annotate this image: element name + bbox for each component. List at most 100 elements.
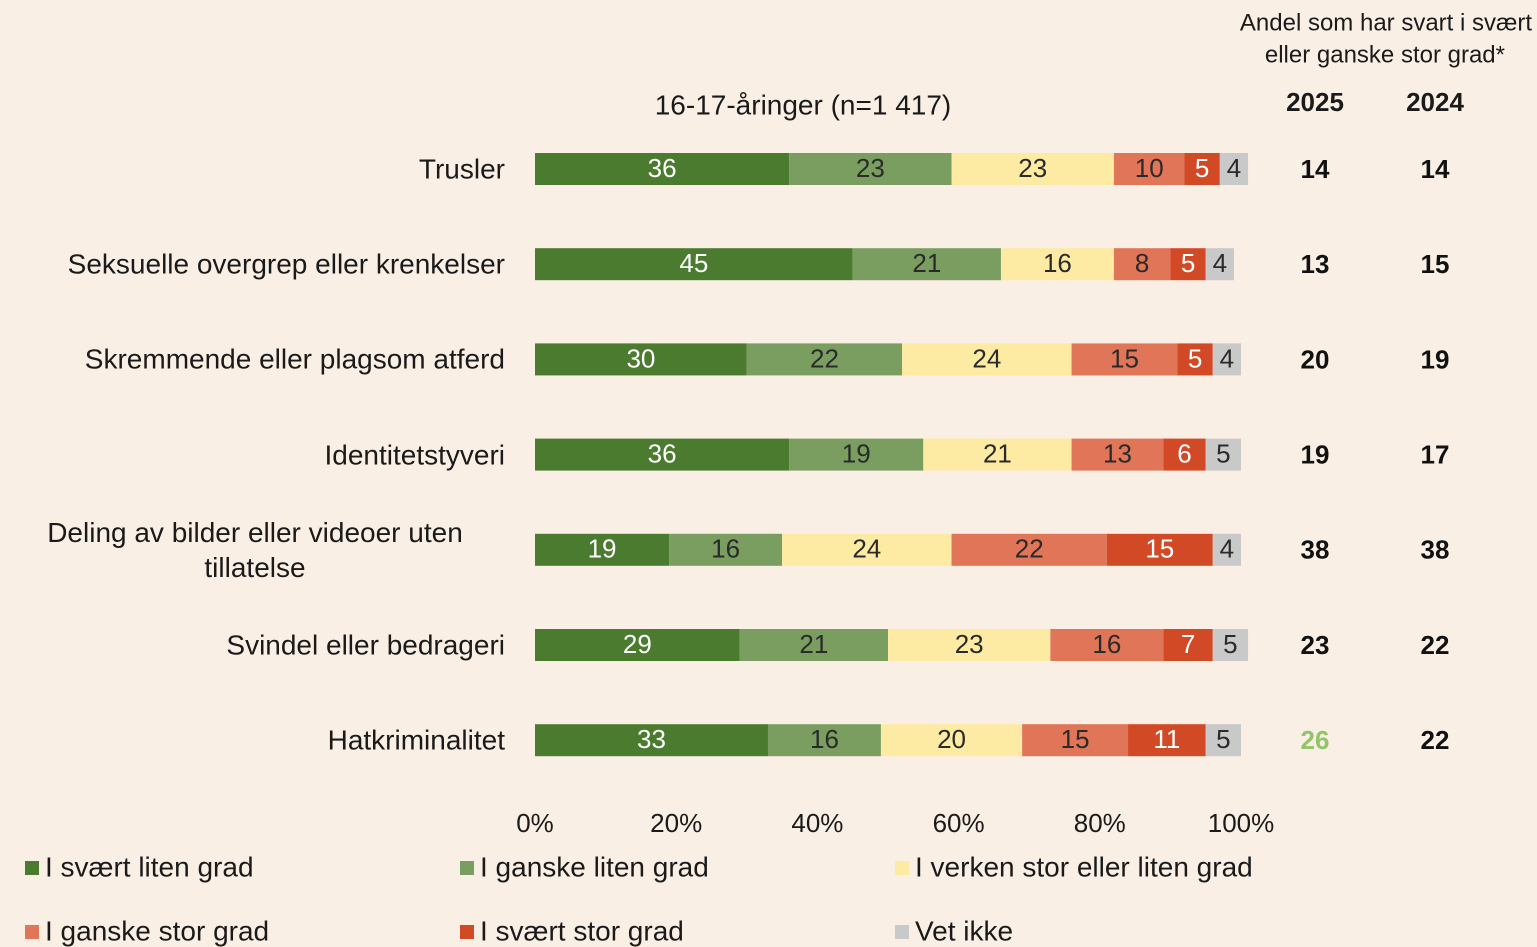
value-label: 5	[1195, 153, 1209, 183]
bar-segment	[535, 724, 768, 757]
x-tick-label: 0%	[516, 808, 554, 838]
category-text: Skremmende eller plagsom atferd	[84, 343, 505, 375]
bar-segment	[1022, 724, 1129, 757]
value-label: 16	[1092, 629, 1121, 659]
column-value: 19	[1421, 344, 1450, 374]
bar-segment	[951, 533, 1107, 566]
bar-segment	[1212, 533, 1241, 566]
legend-swatch	[460, 925, 474, 939]
column-header: 2024	[1406, 87, 1464, 117]
column-value: 17	[1421, 439, 1450, 469]
value-label: 23	[1018, 153, 1047, 183]
value-label: 4	[1227, 153, 1241, 183]
category-text: Identitetstyveri	[324, 439, 505, 471]
value-label: 5	[1181, 248, 1195, 278]
value-label: 36	[648, 153, 677, 183]
value-label: 4	[1220, 343, 1234, 373]
value-label: 15	[1110, 343, 1139, 373]
category-label: Identitetstyveri	[5, 437, 505, 472]
column-value: 14	[1421, 154, 1450, 184]
column-value: 22	[1421, 725, 1450, 755]
column-value: 38	[1421, 535, 1450, 565]
value-label: 15	[1145, 534, 1174, 564]
value-label: 15	[1061, 724, 1090, 754]
column-header: 2025	[1286, 87, 1344, 117]
bar-segment	[789, 438, 924, 471]
annotation: eller ganske stor grad*	[1265, 41, 1505, 68]
bar-segment	[1113, 248, 1171, 281]
bar-segment	[1106, 533, 1213, 566]
value-label: 5	[1216, 724, 1230, 754]
bar-segment	[789, 153, 952, 185]
bar-segment	[902, 343, 1072, 376]
value-label: 13	[1103, 438, 1132, 468]
value-label: 16	[810, 724, 839, 754]
bar-segment	[535, 438, 790, 471]
bar-segment	[767, 724, 881, 757]
column-value: 13	[1301, 249, 1330, 279]
column-value: 20	[1301, 344, 1330, 374]
value-label: 22	[1015, 534, 1044, 564]
bar-segment	[1170, 248, 1206, 281]
x-tick-label: 60%	[933, 808, 985, 838]
category-text: Hatkriminalitet	[327, 724, 505, 756]
value-label: 6	[1177, 438, 1191, 468]
bar-segment	[739, 629, 888, 661]
value-label: 24	[852, 534, 881, 564]
value-label: 24	[972, 343, 1001, 373]
column-value: 15	[1421, 249, 1450, 279]
legend-label: I verken stor eller liten grad	[915, 851, 1253, 882]
value-label: 45	[679, 248, 708, 278]
value-label: 33	[637, 724, 666, 754]
bar-segment	[782, 533, 952, 566]
value-label: 8	[1135, 248, 1149, 278]
bar-segment	[1177, 343, 1213, 376]
legend-swatch	[25, 925, 39, 939]
legend-swatch	[460, 861, 474, 875]
column-value: 26	[1301, 725, 1330, 755]
value-label: 7	[1181, 629, 1195, 659]
value-label: 20	[937, 724, 966, 754]
bar-segment	[535, 629, 740, 661]
bar-segment	[669, 533, 783, 566]
bar-segment	[880, 724, 1023, 757]
value-label: 10	[1135, 153, 1164, 183]
bar-segment	[951, 153, 1114, 185]
value-label: 4	[1220, 534, 1234, 564]
value-label: 21	[912, 248, 941, 278]
value-label: 5	[1216, 438, 1230, 468]
legend-swatch	[895, 925, 909, 939]
column-value: 19	[1301, 439, 1330, 469]
bar-segment	[1128, 724, 1206, 757]
category-label: Svindel eller bedrageri	[5, 628, 505, 663]
value-label: 5	[1188, 343, 1202, 373]
category-label: Skremmende eller plagsom atferd	[5, 342, 505, 377]
bar-segment	[1163, 438, 1206, 471]
x-tick-label: 100%	[1208, 808, 1275, 838]
bar-segment	[1184, 153, 1220, 185]
category-label: Deling av bilder eller videoer uten till…	[5, 515, 505, 585]
value-label: 23	[955, 629, 984, 659]
value-label: 21	[799, 629, 828, 659]
column-value: 23	[1301, 630, 1330, 660]
legend-swatch	[895, 861, 909, 875]
bar-segment	[535, 533, 670, 566]
bar-segment	[1205, 248, 1234, 281]
bar-segment	[1000, 248, 1114, 281]
column-value: 38	[1301, 535, 1330, 565]
bar-segment	[1113, 153, 1185, 185]
legend-label: I svært liten grad	[45, 851, 254, 882]
bar-segment	[1205, 438, 1241, 471]
bar-segment	[535, 153, 790, 185]
annotation: Andel som har svart i svært	[1240, 9, 1532, 36]
column-value: 14	[1301, 154, 1330, 184]
category-label: Hatkriminalitet	[5, 723, 505, 758]
bar-segment	[1163, 629, 1213, 661]
legend-label: I svært stor grad	[480, 915, 684, 946]
x-tick-label: 40%	[791, 808, 843, 838]
x-tick-label: 20%	[650, 808, 702, 838]
x-tick-label: 80%	[1074, 808, 1126, 838]
column-value: 22	[1421, 630, 1450, 660]
